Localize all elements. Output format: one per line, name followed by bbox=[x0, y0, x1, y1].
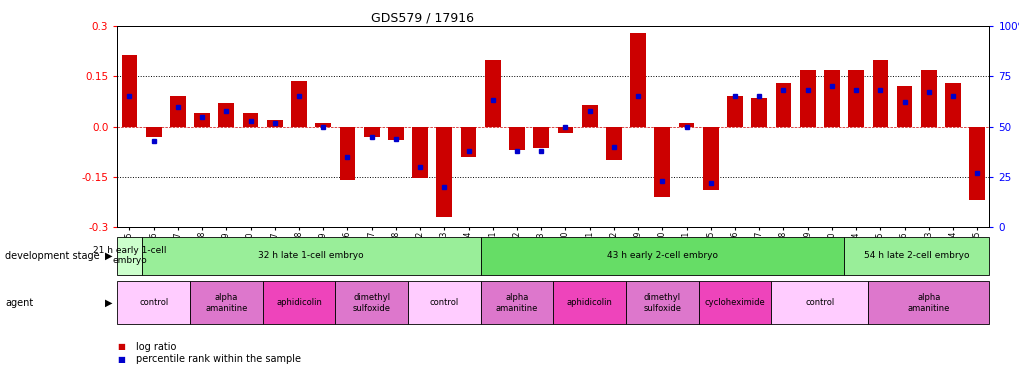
Bar bbox=[848, 70, 863, 127]
Bar bbox=[702, 127, 718, 190]
Bar bbox=[508, 127, 525, 150]
Bar bbox=[533, 127, 548, 148]
Bar bbox=[678, 123, 694, 127]
Bar bbox=[315, 123, 331, 127]
Bar bbox=[968, 127, 984, 200]
Bar bbox=[121, 55, 138, 127]
Bar bbox=[461, 127, 476, 157]
Text: 54 h late 2-cell embryo: 54 h late 2-cell embryo bbox=[863, 251, 968, 260]
Text: dimethyl
sulfoxide: dimethyl sulfoxide bbox=[643, 293, 681, 312]
Text: percentile rank within the sample: percentile rank within the sample bbox=[136, 354, 301, 364]
Bar bbox=[871, 60, 888, 127]
Bar bbox=[920, 70, 935, 127]
Text: ■: ■ bbox=[117, 342, 125, 351]
Text: dimethyl
sulfoxide: dimethyl sulfoxide bbox=[353, 293, 390, 312]
Bar bbox=[770, 281, 867, 324]
Bar bbox=[170, 96, 185, 127]
Bar bbox=[412, 127, 428, 178]
Text: aphidicolin: aphidicolin bbox=[567, 298, 612, 307]
Bar bbox=[117, 237, 142, 274]
Bar bbox=[799, 70, 815, 127]
Bar bbox=[267, 120, 282, 127]
Text: alpha
amanitine: alpha amanitine bbox=[205, 293, 248, 312]
Text: alpha
amanitine: alpha amanitine bbox=[495, 293, 538, 312]
Bar bbox=[844, 237, 988, 274]
Bar bbox=[605, 127, 622, 160]
Bar bbox=[867, 281, 988, 324]
Bar bbox=[243, 113, 258, 127]
Bar bbox=[480, 237, 844, 274]
Text: control: control bbox=[429, 298, 459, 307]
Bar bbox=[945, 83, 960, 127]
Bar bbox=[484, 60, 500, 127]
Bar bbox=[557, 127, 573, 133]
Bar bbox=[896, 87, 912, 127]
Bar bbox=[218, 103, 234, 127]
Text: control: control bbox=[139, 298, 168, 307]
Bar bbox=[774, 83, 791, 127]
Bar bbox=[552, 281, 626, 324]
Text: GDS579 / 17916: GDS579 / 17916 bbox=[371, 11, 474, 24]
Text: 43 h early 2-cell embryo: 43 h early 2-cell embryo bbox=[606, 251, 717, 260]
Bar bbox=[142, 237, 480, 274]
Bar bbox=[190, 281, 263, 324]
Bar bbox=[290, 81, 307, 127]
Text: alpha
amanitine: alpha amanitine bbox=[907, 293, 949, 312]
Bar bbox=[194, 113, 210, 127]
Bar bbox=[263, 281, 335, 324]
Bar bbox=[364, 127, 379, 136]
Bar bbox=[751, 98, 766, 127]
Bar bbox=[727, 96, 742, 127]
Text: cycloheximide: cycloheximide bbox=[704, 298, 764, 307]
Bar bbox=[698, 281, 770, 324]
Text: 32 h late 1-cell embryo: 32 h late 1-cell embryo bbox=[258, 251, 364, 260]
Text: log ratio: log ratio bbox=[136, 342, 176, 352]
Text: 21 h early 1-cell
embryo: 21 h early 1-cell embryo bbox=[93, 246, 166, 266]
Text: development stage: development stage bbox=[5, 251, 100, 261]
Bar bbox=[581, 105, 597, 127]
Bar bbox=[436, 127, 451, 217]
Text: aphidicolin: aphidicolin bbox=[276, 298, 322, 307]
Bar bbox=[335, 281, 408, 324]
Bar bbox=[387, 127, 404, 140]
Bar bbox=[117, 281, 190, 324]
Text: ▶: ▶ bbox=[105, 251, 113, 261]
Bar bbox=[146, 127, 161, 136]
Bar bbox=[654, 127, 669, 197]
Bar bbox=[339, 127, 355, 180]
Text: agent: agent bbox=[5, 298, 34, 308]
Bar bbox=[408, 281, 480, 324]
Text: control: control bbox=[804, 298, 834, 307]
Bar bbox=[823, 70, 839, 127]
Text: ▶: ▶ bbox=[105, 298, 113, 308]
Bar bbox=[630, 33, 645, 127]
Text: ■: ■ bbox=[117, 355, 125, 364]
Bar bbox=[626, 281, 698, 324]
Bar bbox=[480, 281, 552, 324]
